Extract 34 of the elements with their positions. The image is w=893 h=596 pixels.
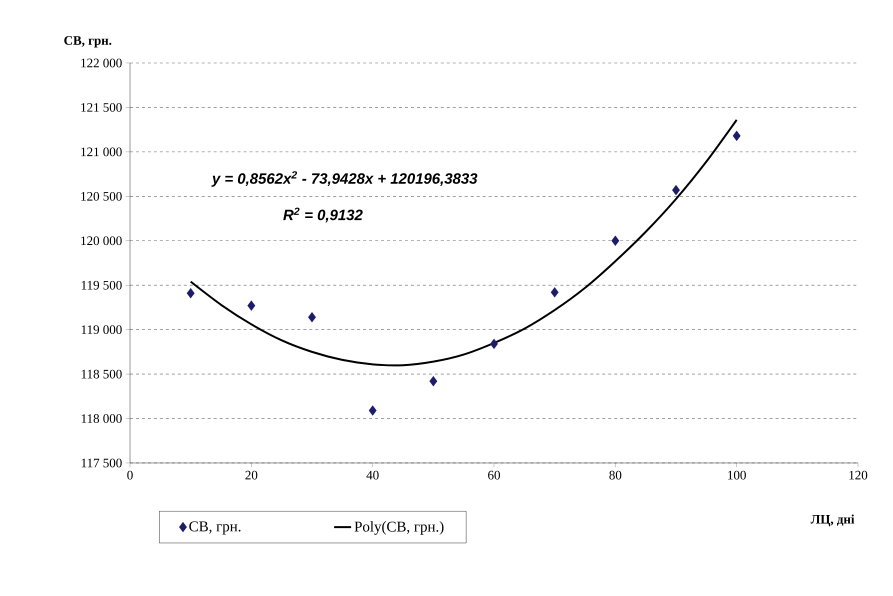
y-tick-label: 119 000	[82, 325, 122, 334]
x-tick-label: 0	[127, 470, 133, 480]
y-tick-label: 119 500	[82, 280, 122, 290]
point	[247, 300, 256, 311]
x-tick-label: 120	[849, 470, 868, 480]
x-tick-label: 20	[245, 470, 258, 480]
point	[672, 184, 680, 196]
y-tick-label: 118 500	[82, 370, 122, 378]
point	[611, 236, 620, 246]
y-tick-label: 122 000	[81, 58, 122, 68]
legend-label: СВ, грн.	[189, 521, 240, 534]
y-tick-label: 120 000	[81, 236, 122, 246]
point	[429, 376, 438, 386]
point	[186, 288, 195, 298]
x-tick-label: 40	[366, 470, 379, 480]
point	[368, 405, 377, 416]
x-axis-title: ЛЦ, дні	[810, 514, 854, 526]
y-tick-label: 117 500	[82, 458, 122, 468]
line-series	[190, 118, 738, 366]
y-tick-label: 120 500	[81, 192, 122, 201]
annotation: y = 0,8562x$^{2}$ - 73,9428x + 120196,3833	[211, 171, 478, 187]
y-tick-label: 118 000	[82, 414, 122, 423]
point	[308, 312, 316, 322]
legend-label: Poly(СВ, грн.)	[354, 521, 444, 535]
x-tick-label: 60	[488, 470, 500, 480]
point	[490, 338, 498, 350]
x-tick-label: 80	[609, 470, 622, 480]
x-tick-label: 100	[728, 470, 746, 480]
y-tick-label: 121 000	[81, 148, 122, 156]
y-axis-title: СВ, грн.	[64, 36, 112, 48]
y-tick-label: 121 500	[81, 103, 122, 112]
annotation: R$^{2}$ = 0,9132	[283, 208, 363, 222]
point	[550, 287, 559, 298]
point	[732, 130, 741, 142]
